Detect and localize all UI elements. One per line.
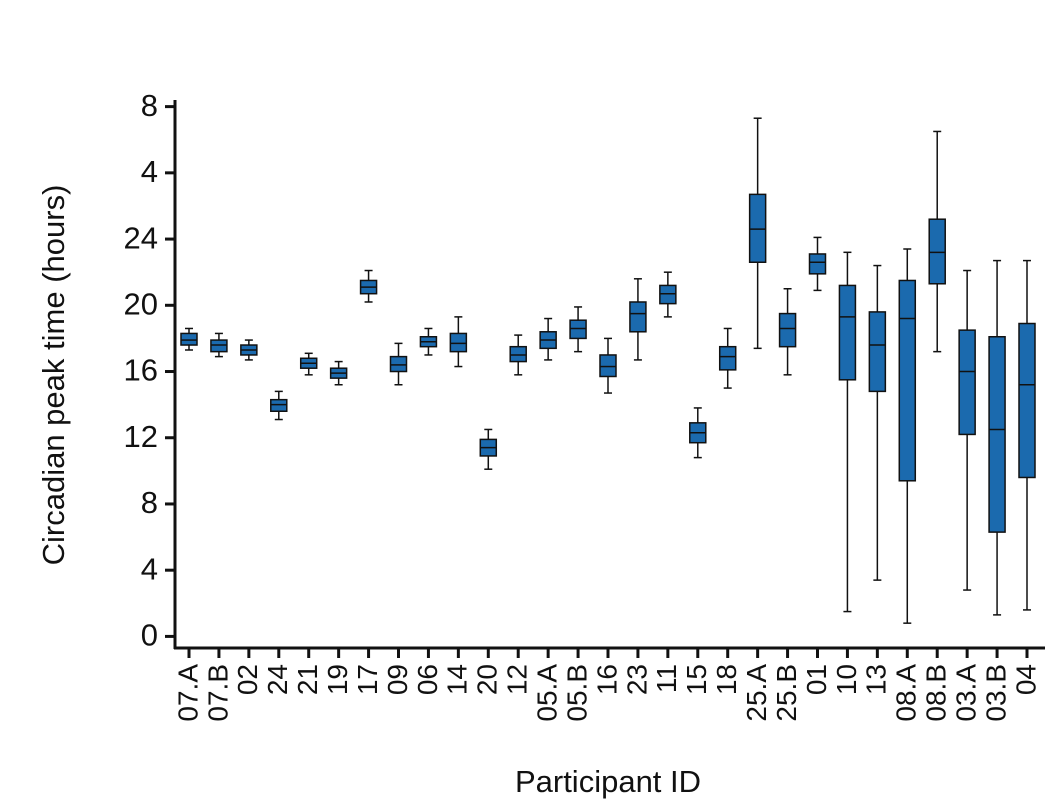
y-tick-label: 4 [141,551,158,586]
box [898,279,917,482]
x-tick-label: 09 [382,664,413,695]
x-tick-label: 04 [1010,664,1041,695]
x-tick-label: 01 [801,664,832,695]
box [599,354,617,378]
x-tick-label: 02 [232,664,263,695]
box [180,332,198,346]
x-tick-label: 21 [292,664,323,695]
x-tick-label: 12 [502,664,533,695]
box [449,332,468,353]
y-tick-label: 16 [124,353,158,388]
x-tick-label: 25.B [771,664,802,722]
y-axis-label: Circadian peak time (hours) [36,185,71,566]
box [868,311,887,393]
x-tick-label: 08.B [921,664,952,722]
x-tick-label: 13 [861,664,892,695]
x-axis-label: Participant ID [515,764,701,799]
x-tick-label: 07.A [172,664,203,722]
box [718,345,737,371]
y-tick-label: 0 [141,618,158,653]
x-tick-label: 23 [621,664,652,695]
x-tick-label: 11 [651,664,682,693]
box [808,253,827,275]
x-tick-label: 24 [262,664,293,695]
x-tick-label: 05.B [561,664,592,722]
y-tick-label: 8 [141,485,158,520]
box [838,284,857,381]
box [389,355,408,373]
y-tick-label: 24 [124,220,158,255]
box [778,312,797,348]
x-tick-label: 06 [412,664,443,695]
x-tick-label: 18 [711,664,742,695]
box [629,301,647,333]
x-tick-label: 15 [681,664,712,695]
box [569,319,587,340]
box [509,345,527,363]
x-tick-label: 05.A [532,664,563,722]
x-tick-label: 08.A [891,664,922,722]
x-tick-label: 10 [831,664,862,695]
y-tick-label: 20 [124,286,158,321]
x-tick-label: 25.A [741,664,772,722]
box [958,329,976,436]
x-tick-label: 03.B [980,664,1011,722]
box [748,193,767,263]
box [270,398,288,413]
y-tick-label: 4 [141,154,158,189]
x-tick-label: 20 [472,664,503,695]
box [988,335,1006,533]
box [659,284,677,305]
y-tick-label: 12 [124,419,158,454]
x-tick-label: 03.A [951,664,982,722]
x-tick-label: 16 [591,664,622,695]
x-tick-label: 19 [322,664,353,695]
x-tick-label: 17 [352,664,383,695]
y-tick-label: 8 [141,88,158,123]
x-tick-label: 14 [442,664,473,695]
box [210,339,228,353]
x-tick-label: 07.B [202,664,233,722]
box [1018,322,1036,479]
box [928,218,946,285]
